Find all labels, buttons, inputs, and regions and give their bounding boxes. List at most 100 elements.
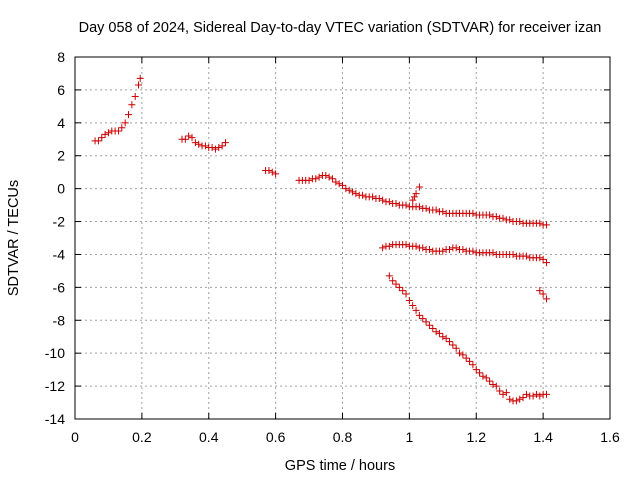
data-point [188,134,196,142]
y-tick-label: -12 [45,378,65,394]
data-point [218,142,226,150]
data-point [542,259,550,267]
data-point [496,387,504,395]
y-tick-label: 0 [57,181,65,197]
data-point [512,397,520,405]
data-point [181,135,189,143]
data-point [375,195,383,203]
data-point [389,277,397,285]
data-points [91,74,550,405]
data-point [211,145,219,153]
data-point [469,247,477,255]
y-tick-label: 2 [57,148,65,164]
y-tick-label: 6 [57,82,65,98]
data-point [191,139,199,147]
series-segment-4 [295,171,550,229]
data-point [442,334,450,342]
data-point [131,92,139,100]
data-point [415,311,423,319]
data-point [539,255,547,263]
x-tick-labels: 0 0.2 0.4 0.6 0.8 1 1.2 1.4 1.6 [71,429,620,445]
data-point [519,394,527,402]
data-point [412,242,420,250]
data-point [446,338,453,346]
data-point [539,290,547,298]
data-point [104,129,112,137]
data-point [342,185,350,193]
data-point [425,246,433,254]
data-point [345,186,353,194]
data-point [395,283,403,291]
x-tick-label: 0.4 [199,429,219,445]
data-point [379,244,387,252]
data-point [402,201,410,209]
data-point [516,218,524,226]
data-point [482,374,490,382]
data-point [419,244,427,252]
data-point [208,144,216,151]
data-point [542,295,550,303]
data-point [359,191,367,199]
data-point [459,351,467,359]
data-point [128,101,136,109]
data-point [409,301,417,309]
data-point [332,178,340,186]
data-point [402,290,410,298]
data-point [352,190,360,198]
data-point [446,246,453,254]
data-point [349,188,357,196]
data-point [506,395,514,403]
data-point [522,390,530,398]
data-point [509,250,517,258]
chart-title: Day 058 of 2024, Sidereal Day-to-day VTE… [79,20,602,36]
data-point [201,142,209,150]
data-point [489,380,497,388]
data-point [399,287,407,295]
data-point [489,249,497,257]
data-point [536,392,544,400]
data-point [536,287,544,295]
x-tick-label: 1.2 [467,429,487,445]
data-point [385,272,393,280]
x-tick-label: 1 [405,429,413,445]
data-point [335,180,343,188]
data-point [432,206,440,214]
data-point [439,208,447,216]
data-point [469,209,477,217]
x-tick-label: 0.8 [333,429,353,445]
data-point [466,357,474,365]
data-point [328,175,336,183]
data-point [379,196,387,204]
data-point [449,341,457,349]
data-point [98,134,106,142]
x-tick-label: 1.6 [600,429,620,445]
data-point [529,392,537,400]
data-point [516,395,524,403]
data-point [486,377,494,385]
data-point [456,349,464,357]
data-point [432,328,440,336]
y-tick-label: -2 [53,214,66,230]
x-tick-label: 0.2 [132,429,152,445]
data-point [392,199,400,207]
data-point [312,175,320,183]
data-point [502,389,510,397]
data-point [419,315,427,323]
series-segment-1 [91,74,144,145]
y-tick-label: -4 [53,246,66,262]
data-point [492,382,500,390]
data-point [479,372,487,380]
data-point [536,254,544,262]
y-tick-labels: -14 -12 -10 -8 -6 -4 -2 0 2 4 6 8 [45,49,65,427]
data-point [215,144,223,151]
data-point [452,344,460,352]
data-point [114,127,122,135]
data-point [409,196,417,204]
data-point [385,242,393,250]
data-point [459,246,467,254]
data-point [542,221,550,229]
x-tick-label: 1.4 [533,429,553,445]
data-point [522,252,530,260]
y-tick-label: -6 [53,279,66,295]
